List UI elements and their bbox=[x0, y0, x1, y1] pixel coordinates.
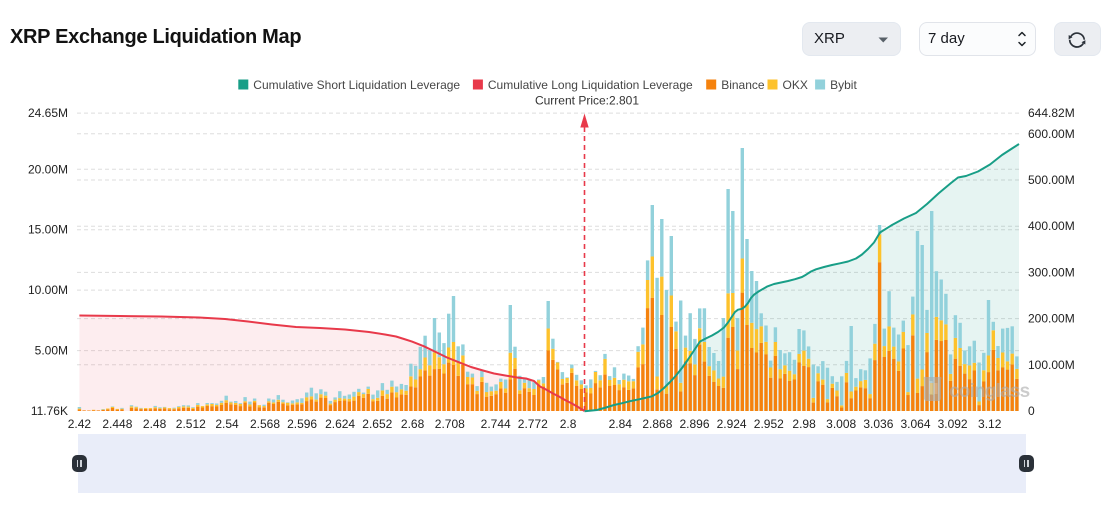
svg-text:2.448: 2.448 bbox=[102, 417, 132, 431]
svg-text:2.952: 2.952 bbox=[754, 417, 784, 431]
svg-text:2.624: 2.624 bbox=[325, 417, 355, 431]
svg-text:200.00M: 200.00M bbox=[1028, 312, 1075, 326]
svg-text:Current Price:2.801: Current Price:2.801 bbox=[535, 94, 639, 108]
svg-text:2.512: 2.512 bbox=[176, 417, 206, 431]
svg-text:3.008: 3.008 bbox=[826, 417, 856, 431]
svg-text:2.744: 2.744 bbox=[481, 417, 511, 431]
svg-text:2.924: 2.924 bbox=[717, 417, 747, 431]
svg-text:2.54: 2.54 bbox=[215, 417, 239, 431]
svg-text:Cumulative Short Liquidation L: Cumulative Short Liquidation Leverage bbox=[253, 78, 460, 92]
svg-text:2.896: 2.896 bbox=[679, 417, 709, 431]
svg-text:3.092: 3.092 bbox=[938, 417, 968, 431]
svg-text:2.48: 2.48 bbox=[143, 417, 167, 431]
svg-text:20.00M: 20.00M bbox=[28, 162, 68, 176]
svg-text:Cumulative Long Liquidation Le: Cumulative Long Liquidation Leverage bbox=[488, 78, 693, 92]
svg-text:2.42: 2.42 bbox=[68, 417, 92, 431]
svg-text:2.772: 2.772 bbox=[518, 417, 548, 431]
svg-text:500.00M: 500.00M bbox=[1028, 173, 1075, 187]
svg-text:400.00M: 400.00M bbox=[1028, 219, 1075, 233]
svg-text:15.00M: 15.00M bbox=[28, 223, 68, 237]
svg-text:2.8: 2.8 bbox=[560, 417, 577, 431]
svg-text:2.84: 2.84 bbox=[609, 417, 633, 431]
svg-text:3.12: 3.12 bbox=[978, 417, 1002, 431]
svg-text:11.76K: 11.76K bbox=[31, 404, 68, 418]
svg-text:24.65M: 24.65M bbox=[28, 106, 68, 120]
svg-text:3.064: 3.064 bbox=[900, 417, 930, 431]
svg-text:Bybit: Bybit bbox=[830, 78, 857, 92]
svg-text:5.00M: 5.00M bbox=[35, 344, 68, 358]
svg-text:2.68: 2.68 bbox=[401, 417, 425, 431]
svg-text:2.652: 2.652 bbox=[362, 417, 392, 431]
svg-text:Binance: Binance bbox=[721, 78, 765, 92]
svg-text:2.596: 2.596 bbox=[287, 417, 317, 431]
svg-text:OKX: OKX bbox=[783, 78, 808, 92]
svg-text:300.00M: 300.00M bbox=[1028, 265, 1075, 279]
svg-text:644.82M: 644.82M bbox=[1028, 106, 1075, 120]
svg-text:10.00M: 10.00M bbox=[28, 283, 68, 297]
svg-text:2.868: 2.868 bbox=[642, 417, 672, 431]
svg-text:2.708: 2.708 bbox=[435, 417, 465, 431]
svg-text:3.036: 3.036 bbox=[863, 417, 893, 431]
svg-text:0: 0 bbox=[1028, 404, 1035, 418]
svg-text:600.00M: 600.00M bbox=[1028, 127, 1075, 141]
svg-text:2.568: 2.568 bbox=[250, 417, 280, 431]
svg-text:2.98: 2.98 bbox=[792, 417, 816, 431]
svg-text:coinglass: coinglass bbox=[949, 381, 1030, 402]
svg-text:100.00M: 100.00M bbox=[1028, 358, 1075, 372]
